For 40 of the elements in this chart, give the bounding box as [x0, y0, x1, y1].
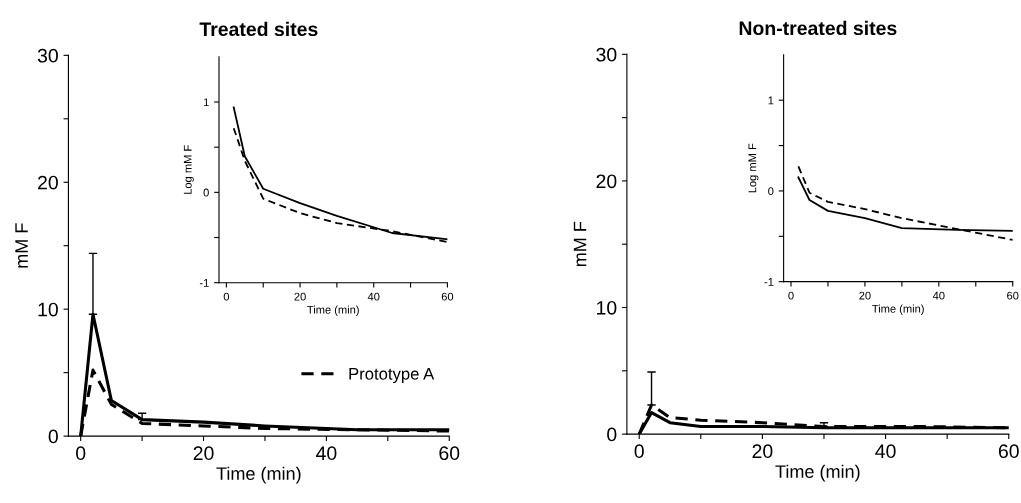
- x-tick-label: 60: [439, 446, 460, 461]
- x-tick-label: 0: [223, 292, 230, 301]
- x-tick-label: 60: [998, 444, 1019, 459]
- x-axis-title: Time (min): [775, 464, 860, 482]
- line-series: [797, 165, 1013, 241]
- y-tick-label: 0: [203, 188, 209, 197]
- x-tick-label: 60: [441, 292, 454, 301]
- x-tick-label: 0: [634, 444, 644, 459]
- y-tick-label: 20: [38, 175, 58, 190]
- x-tick-label: 40: [932, 291, 945, 300]
- y-axis-title: mM F: [15, 223, 28, 268]
- legend-label: Prototype A: [349, 368, 435, 384]
- x-tick-label: 40: [367, 292, 380, 301]
- y-tick-label: 1: [768, 96, 774, 105]
- x-axis-title: Time (min): [216, 466, 301, 484]
- x-tick-label: 60: [1007, 291, 1019, 300]
- y-tick-label: 30: [596, 47, 617, 62]
- y-tick-label: 0: [607, 427, 617, 442]
- y-tick-label: -1: [199, 279, 209, 287]
- y-tick-label: 0: [48, 429, 58, 444]
- chart-title: Non-treated sites: [739, 20, 897, 36]
- chart-title: Treated sites: [199, 21, 318, 37]
- x-tick-label: 40: [316, 446, 337, 461]
- x-tick-label: 0: [788, 291, 794, 300]
- y-tick-label: 1: [203, 98, 209, 107]
- y-axis-title: mM F: [573, 221, 587, 267]
- y-tick-label: 10: [597, 300, 617, 315]
- y-tick-label: 0: [768, 187, 774, 196]
- x-tick-label: 20: [294, 292, 306, 301]
- y-axis-title: Log mM F: [183, 145, 194, 194]
- x-axis-title: Time (min): [307, 305, 359, 316]
- x-tick-label: 20: [859, 291, 871, 300]
- y-tick-label: 30: [37, 48, 58, 63]
- y-axis-title: Log mM F: [748, 143, 759, 193]
- y-tick-label: 20: [596, 174, 617, 189]
- x-tick-label: 0: [76, 446, 86, 461]
- y-tick-label: -1: [764, 278, 774, 286]
- x-tick-label: 40: [875, 444, 896, 459]
- x-axis-title: Time (min): [872, 304, 924, 315]
- y-tick-label: 10: [38, 302, 58, 317]
